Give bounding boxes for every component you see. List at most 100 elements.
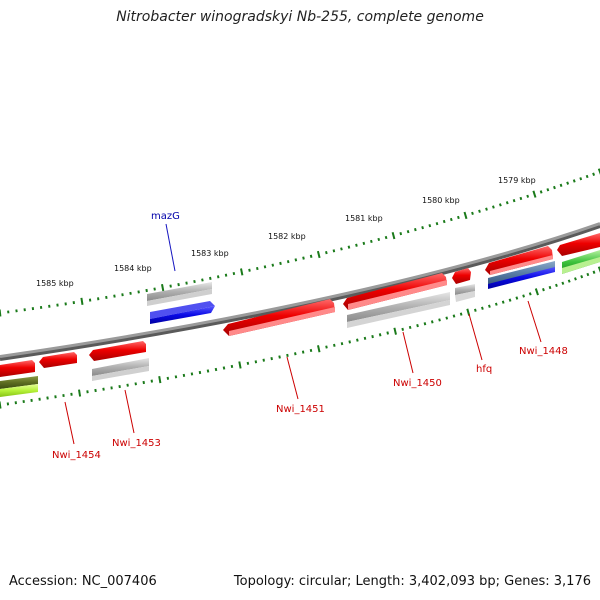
outer-scale-tick xyxy=(169,284,172,288)
gene-label-hfq[interactable]: hfq xyxy=(476,364,492,375)
outer-scale-tick xyxy=(463,211,468,220)
inner-scale-tick xyxy=(166,376,170,380)
gene-mazG-arrow[interactable] xyxy=(150,301,215,324)
gene-hfq-arrow[interactable] xyxy=(452,268,471,284)
outer-scale-tick xyxy=(505,201,509,205)
outer-scale-tick xyxy=(559,183,563,188)
outer-scale-tick xyxy=(325,251,328,255)
outer-scale-tick xyxy=(391,231,396,240)
Nwi_1451-connector xyxy=(286,356,299,400)
inner-scale-tick xyxy=(501,300,505,304)
inner-scale-tick xyxy=(386,331,389,335)
feature-red-left-edge[interactable] xyxy=(0,360,35,377)
scale-label-1580: 1580 kbp xyxy=(422,196,460,205)
gene-label-Nwi_1450[interactable]: Nwi_1450 xyxy=(393,378,442,389)
inner-scale-tick xyxy=(126,383,129,387)
outer-scale-tick xyxy=(421,226,424,230)
outer-scale-tick xyxy=(585,174,589,179)
Nwi_1450-connector xyxy=(402,331,414,374)
gene-label-mazG[interactable]: mazG xyxy=(151,211,180,222)
gene-Nwi_1448-arrow[interactable] xyxy=(488,261,555,289)
gene-label-Nwi_1454[interactable]: Nwi_1454 xyxy=(52,450,101,461)
feature-green-right[interactable] xyxy=(562,250,600,274)
inner-scale-tick xyxy=(309,348,313,353)
feature-olive-left[interactable] xyxy=(0,376,38,389)
outer-scale-tick xyxy=(579,177,583,181)
scale-label-1579: 1579 kbp xyxy=(498,176,536,185)
inner-scale-tick xyxy=(190,372,194,376)
feature-gray-hfq[interactable] xyxy=(455,284,475,302)
feature-red-upper-right[interactable] xyxy=(485,246,553,275)
inner-scale-tick xyxy=(286,353,289,357)
inner-scale-tick xyxy=(356,338,359,342)
outer-scale-tick xyxy=(240,268,244,276)
outer-scale-tick xyxy=(442,219,446,224)
outer-scale-tick xyxy=(485,207,488,211)
outer-scale-tick xyxy=(209,276,212,281)
outer-scale-tick xyxy=(546,188,550,192)
outer-scale-tick xyxy=(592,172,596,176)
outer-scale-tick xyxy=(347,245,351,249)
inner-scale-tick xyxy=(262,358,265,362)
inner-scale-tick xyxy=(438,318,441,322)
inner-scale-tick xyxy=(94,388,97,393)
outer-scale-tick xyxy=(302,256,305,260)
gene-label-Nwi_1453[interactable]: Nwi_1453 xyxy=(112,438,161,449)
outer-scale-tick xyxy=(384,235,388,240)
outer-scale-tick xyxy=(161,284,165,292)
outer-scale-tick xyxy=(519,196,523,201)
outer-scale-tick xyxy=(566,181,570,185)
inner-scale-tick xyxy=(333,343,336,347)
outer-scale-tick xyxy=(177,282,180,287)
inner-scale-tick xyxy=(548,285,552,290)
outer-scale-tick xyxy=(286,260,290,264)
outer-scale-tick xyxy=(271,263,275,267)
inner-scale-tick xyxy=(488,304,491,308)
outer-scale-tick xyxy=(137,290,140,294)
outer-scale-ticks xyxy=(0,168,600,317)
outer-scale-tick xyxy=(309,254,313,258)
gene-Nwi_1454-arrow[interactable] xyxy=(39,352,77,368)
outer-scale-tick xyxy=(113,294,116,298)
Nwi_1453-connector xyxy=(124,389,135,434)
outer-scale-tick xyxy=(399,232,403,236)
outer-scale-tick xyxy=(185,281,188,285)
inner-scale-tick xyxy=(348,340,351,344)
backbone-track xyxy=(0,222,600,358)
inner-scale-tick xyxy=(102,387,105,391)
inner-scale-tick xyxy=(393,327,397,335)
inner-scale-tick xyxy=(174,375,178,379)
outer-scale-tick xyxy=(449,217,453,222)
inner-scale-tick xyxy=(198,370,202,375)
outer-scale-tick xyxy=(263,265,267,269)
gene-label-Nwi_1451[interactable]: Nwi_1451 xyxy=(276,404,325,415)
inner-scale-tick xyxy=(134,382,137,386)
gene-Nwi_1453-arrow[interactable] xyxy=(89,341,146,361)
topology-label: Topology: circular; Length: 3,402,093 bp… xyxy=(233,574,591,589)
outer-scale-tick xyxy=(340,247,343,251)
feature-gray-Nwi_1453[interactable] xyxy=(92,358,149,381)
Nwi_1448-connector xyxy=(527,300,542,343)
gene-Nwi_1451-arrow[interactable] xyxy=(223,299,335,336)
inner-scale-tick xyxy=(597,266,600,273)
scale-label-1584: 1584 kbp xyxy=(114,264,152,273)
inner-scale-tick xyxy=(301,350,305,354)
outer-scale-tick xyxy=(153,287,156,291)
feature-gray-Nwi_1450[interactable] xyxy=(347,292,450,328)
hfq-connector xyxy=(468,313,483,361)
inner-scale-tick xyxy=(294,352,297,356)
inner-scale-tick xyxy=(363,336,367,340)
gene-Nwi_1450-arrow[interactable] xyxy=(343,273,447,310)
feature-lime-left[interactable] xyxy=(0,384,38,397)
scale-label-1585: 1585 kbp xyxy=(36,279,74,288)
gene-label-Nwi_1448[interactable]: Nwi_1448 xyxy=(519,346,568,357)
outer-scale-tick xyxy=(406,230,410,234)
feature-gray-near-mazG[interactable] xyxy=(147,282,212,306)
outer-scale-tick xyxy=(377,237,381,242)
inner-scale-tick xyxy=(416,324,419,328)
backbone-track-shadow xyxy=(0,224,600,361)
inner-scale-tick xyxy=(508,298,512,302)
feature-red-far-right[interactable] xyxy=(557,233,600,256)
outer-scale-tick xyxy=(232,271,236,276)
